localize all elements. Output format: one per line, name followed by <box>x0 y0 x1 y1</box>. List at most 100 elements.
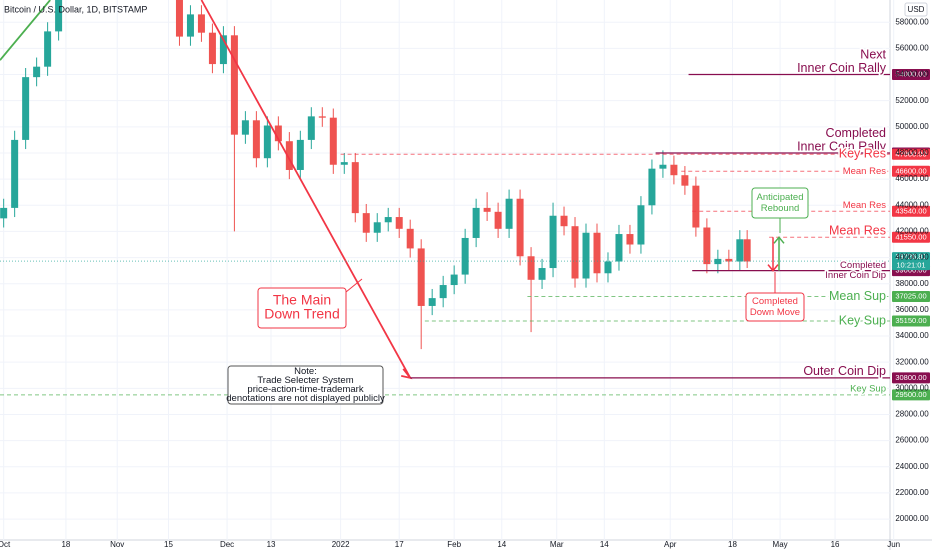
candle-body <box>33 66 41 78</box>
candle-body <box>637 205 645 245</box>
candle-body <box>743 239 751 262</box>
x-tick-label: 15 <box>164 540 173 549</box>
y-tick-label: 34000.00 <box>895 331 929 340</box>
candle-body <box>593 232 601 274</box>
candle-body <box>219 35 227 65</box>
price-box <box>892 231 930 243</box>
candle-body <box>351 162 359 214</box>
candle-body <box>461 237 469 275</box>
y-tick-label: 54000.00 <box>895 70 929 79</box>
price-box-label: 37025.00 <box>895 291 926 300</box>
candle-body <box>626 234 634 245</box>
chart-title: Bitcoin / U.S. Dollar, 1D, BITSTAMP <box>4 4 147 14</box>
candle-body <box>703 227 711 265</box>
candle-body <box>439 285 447 299</box>
y-tick-label: 40000.00 <box>895 253 929 262</box>
candle-body <box>450 274 458 286</box>
price-box <box>892 69 930 81</box>
y-tick-label: 48000.00 <box>895 148 929 157</box>
level-text: Outer Coin Dip <box>803 364 886 378</box>
candle-body <box>406 228 414 249</box>
candle-body <box>362 213 370 233</box>
callout-text: Rebound <box>761 203 800 214</box>
price-box-label: 54000.00 <box>895 70 926 79</box>
callout-text: price-action-time-trademark <box>247 384 363 395</box>
x-tick-label: Apr <box>664 540 677 549</box>
candle-body <box>241 120 249 135</box>
y-tick-label: 28000.00 <box>895 410 929 419</box>
callout-text: Trade Selecter System <box>257 375 353 386</box>
candle-body <box>725 258 733 262</box>
level-text: Inner Coin Rally <box>797 61 887 75</box>
price-box <box>892 389 930 401</box>
x-tick-label: 14 <box>600 540 609 549</box>
y-tick-label: 30000.00 <box>895 383 929 392</box>
candle-body <box>516 198 524 257</box>
price-box <box>892 205 930 217</box>
candle-body <box>582 232 590 279</box>
candle-body <box>208 32 216 65</box>
candle-body <box>329 117 337 165</box>
level-text: Completed <box>826 126 886 140</box>
candle-body <box>252 120 260 159</box>
trend-line <box>0 0 51 61</box>
callout-box <box>227 365 384 405</box>
candle-body <box>340 162 348 165</box>
candle-body <box>197 14 205 33</box>
candle-body <box>494 211 502 229</box>
candle-body <box>604 261 612 274</box>
callout-box <box>745 292 805 322</box>
x-tick-label: 18 <box>728 540 737 549</box>
candle-body <box>692 185 700 228</box>
candle-body <box>296 139 304 170</box>
level-text: Inner Coin Rally <box>797 139 887 153</box>
y-tick-label: 24000.00 <box>895 462 929 471</box>
candle-body <box>428 298 436 306</box>
x-tick-label: 16 <box>831 540 840 549</box>
x-tick-label: 18 <box>61 540 70 549</box>
candle-body <box>318 116 326 118</box>
price-box <box>892 165 930 177</box>
grid <box>0 0 895 540</box>
candle-body <box>44 31 52 67</box>
currency[interactable]: USD <box>908 5 925 14</box>
candle-body <box>417 248 425 306</box>
price-box-label: 35150.00 <box>895 316 926 325</box>
y-tick-label: 56000.00 <box>895 43 929 52</box>
candle-body <box>22 77 30 140</box>
x-tick-label: May <box>773 540 788 549</box>
callout-text: Completed <box>752 296 798 307</box>
y-tick-label: 38000.00 <box>895 279 929 288</box>
y-tick-label: 20000.00 <box>895 514 929 523</box>
candle-body <box>230 35 238 135</box>
candle-body <box>538 268 546 280</box>
callout-pointer <box>345 278 363 293</box>
current-price-box <box>892 252 930 271</box>
candle-body <box>648 168 656 206</box>
currency-box[interactable] <box>904 2 928 17</box>
candle-body <box>736 239 744 262</box>
price-box-label: 41550.00 <box>895 232 926 241</box>
x-tick-label: 2022 <box>332 540 350 549</box>
x-tick-label: Feb <box>447 540 461 549</box>
y-tick-label: 52000.00 <box>895 96 929 105</box>
trend-line <box>200 0 411 379</box>
candle-body <box>560 215 568 227</box>
x-tick-label: 17 <box>395 540 404 549</box>
x-tick-label: 13 <box>267 540 276 549</box>
y-tick-label: 22000.00 <box>895 488 929 497</box>
candle-body <box>670 164 678 176</box>
candle-body <box>659 164 667 169</box>
callout-text: Down Move <box>750 307 800 318</box>
level-text: Completed <box>840 260 886 271</box>
candle-body <box>307 116 315 140</box>
candle-body <box>274 125 282 142</box>
x-tick-label: Nov <box>110 540 124 549</box>
candle-body <box>571 226 579 279</box>
callout-text: The Main <box>273 292 331 308</box>
price-box <box>892 148 930 160</box>
